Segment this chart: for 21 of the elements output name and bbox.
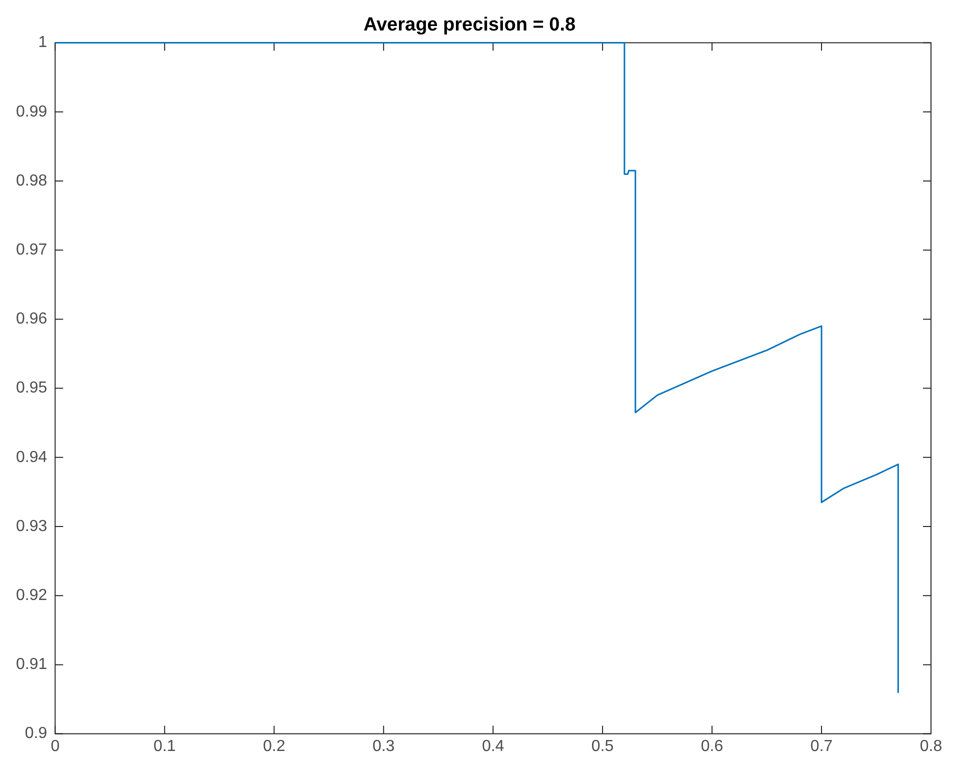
y-tick-label: 0.92 bbox=[16, 587, 48, 604]
y-tick-label: 0.95 bbox=[16, 380, 48, 397]
x-tick-label: 0.2 bbox=[262, 738, 286, 755]
x-tick-label: 0.8 bbox=[920, 738, 942, 755]
y-tick-label: 0.94 bbox=[16, 448, 48, 466]
y-tick-label: 0.9 bbox=[24, 725, 48, 742]
y-tick-label: 0.99 bbox=[16, 103, 48, 120]
y-tick-label: 0.91 bbox=[16, 656, 48, 674]
chart-title: Average precision = 0.8 bbox=[363, 14, 576, 36]
x-tick-label: 0.4 bbox=[482, 738, 504, 755]
y-tick-label: 1 bbox=[38, 34, 48, 52]
y-tick-label: 0.96 bbox=[16, 310, 48, 328]
x-tick-label: 0.6 bbox=[700, 738, 724, 755]
x-tick-label: 0.7 bbox=[810, 738, 833, 755]
x-tick-label: 0.1 bbox=[154, 738, 176, 755]
y-tick-label: 0.98 bbox=[16, 172, 48, 190]
y-tick-label: 0.97 bbox=[16, 242, 48, 259]
y-tick-label: 0.93 bbox=[16, 518, 48, 535]
x-tick-label: 0.5 bbox=[591, 738, 614, 755]
x-tick-label: 0 bbox=[50, 738, 60, 755]
x-tick-label: 0.3 bbox=[372, 738, 395, 755]
